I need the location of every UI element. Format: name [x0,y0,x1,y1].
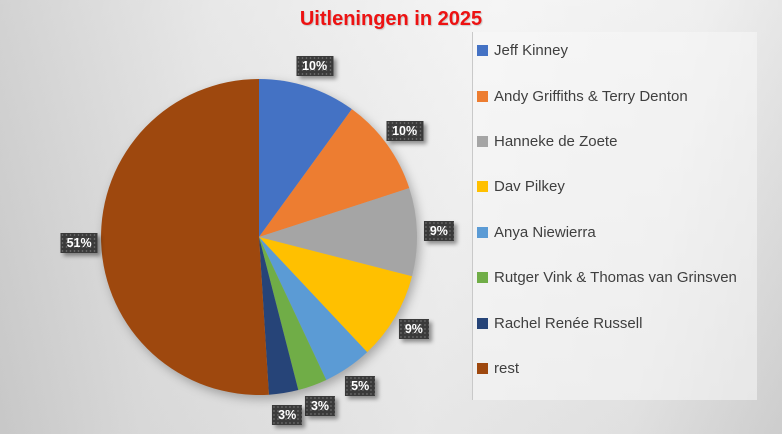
data-label-5: 3% [304,396,336,417]
legend-item-3[interactable]: Dav Pilkey [477,164,757,209]
data-label-1: 10% [386,121,424,142]
data-label-0: 10% [296,55,334,76]
data-label-6: 3% [272,404,303,425]
pie-slice-2[interactable] [259,188,418,277]
legend-label: Andy Griffiths & Terry Denton [494,87,688,105]
pie-slice-1[interactable] [259,109,410,237]
legend-item-2[interactable]: Hanneke de Zoete [477,119,757,164]
legend-item-6[interactable]: Rachel Renée Russell [477,300,757,345]
legend-label: Hanneke de Zoete [494,132,618,150]
legend-swatch-icon [477,362,488,374]
legend-item-7[interactable]: rest [477,346,757,391]
pie-slice-3[interactable] [259,237,413,353]
legend-item-0[interactable]: Jeff Kinney [477,28,757,73]
legend-swatch-icon [477,90,488,102]
pie-slice-4[interactable] [259,237,368,380]
legend-swatch-icon [477,226,488,238]
legend-item-5[interactable]: Rutger Vink & Thomas van Grinsven [477,255,757,300]
legend-label: Rutger Vink & Thomas van Grinsven [494,269,737,287]
legend-label: Anya Niewierra [494,223,596,241]
legend-label: rest [494,359,520,377]
pie-slice-6[interactable] [259,237,299,395]
chart-title: Uitleningen in 2025 [299,8,483,30]
legend-label: Dav Pilkey [494,178,565,196]
data-label-7: 51% [60,232,98,253]
legend-label: Rachel Renée Russell [494,314,643,332]
legend: Jeff Kinney Andy Griffiths & Terry Denton… [477,28,757,391]
pie-slice-0[interactable] [259,79,352,237]
legend-swatch-icon [477,181,488,193]
legend-swatch-icon [477,135,488,147]
data-label-4: 5% [345,375,376,396]
legend-panel-background [472,32,757,400]
data-label-2: 9% [423,221,454,242]
pie-slice-5[interactable] [259,237,327,391]
legend-item-1[interactable]: Andy Griffiths & Terry Denton [477,73,757,118]
pie-slice-7[interactable] [101,79,269,395]
legend-label: Jeff Kinney [494,42,568,60]
legend-swatch-icon [477,317,488,329]
legend-swatch-icon [477,45,488,57]
legend-item-4[interactable]: Anya Niewierra [477,210,757,255]
data-label-3: 9% [398,318,429,339]
legend-swatch-icon [477,272,488,284]
